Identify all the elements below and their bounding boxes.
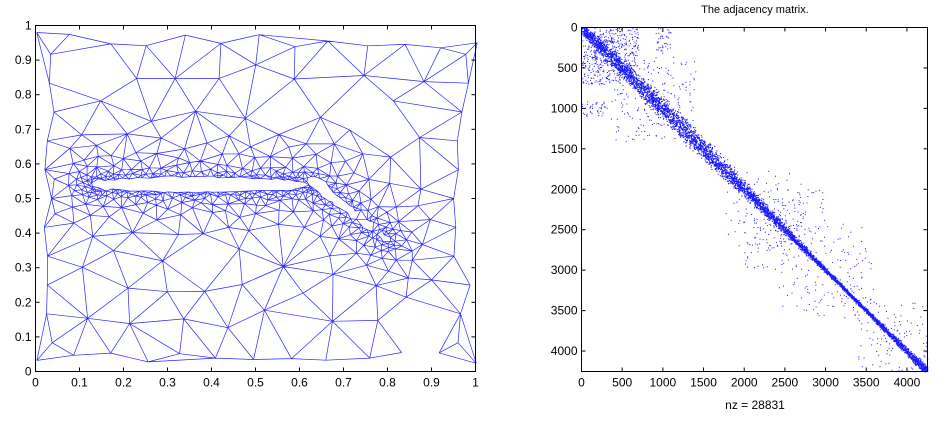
mesh-edge-path xyxy=(36,32,478,364)
y-tick-label: 0.3 xyxy=(15,261,32,275)
mesh-plot: 0 0.1 0.2 0.3 0.4 0.5 0.6 0.7 0.8 0.9 1 0 0.1 0.2 0.3… xyxy=(15,19,479,390)
y-tick-label: 0.1 xyxy=(15,330,32,344)
x-tick-label: 0.5 xyxy=(247,376,264,390)
y-tick-label: 3500 xyxy=(551,304,578,318)
x-tick-label: 0.7 xyxy=(335,376,352,390)
x-tick-label: 0.9 xyxy=(423,376,440,390)
y-tick-label: 3000 xyxy=(551,263,578,277)
x-tick-label: 0.3 xyxy=(159,376,176,390)
adjacency-x-axis: 0 500 1000 1500 2000 2500 3000 3500 4000 xyxy=(578,27,921,390)
nonzero-markers xyxy=(581,27,929,373)
adjacency-plot: The adjacency matrix. 0 500 1000 1500 2000 25… xyxy=(551,4,929,412)
y-tick-label: 0.4 xyxy=(15,226,32,240)
y-tick-label: 1000 xyxy=(551,101,578,115)
y-tick-label: 0.9 xyxy=(15,53,32,67)
x-tick-label: 0 xyxy=(32,376,39,390)
y-tick-label: 1500 xyxy=(551,142,578,156)
y-tick-label: 0.6 xyxy=(15,157,32,171)
y-tick-label: 500 xyxy=(557,61,577,75)
x-tick-label: 0.1 xyxy=(71,376,88,390)
adjacency-title: The adjacency matrix. xyxy=(701,4,809,16)
sparsity-pattern xyxy=(581,27,929,373)
x-tick-label: 0 xyxy=(578,376,585,390)
y-tick-label: 2000 xyxy=(551,182,578,196)
mesh-y-axis: 0 0.1 0.2 0.3 0.4 0.5 0.6 0.7 0.8 0.9 1 xyxy=(15,19,476,379)
y-tick-label: 0 xyxy=(571,21,578,35)
y-tick-label: 0.7 xyxy=(15,122,32,136)
y-tick-label: 0.5 xyxy=(15,192,32,206)
mesh-x-axis: 0 0.1 0.2 0.3 0.4 0.5 0.6 0.7 0.8 0.9 1 xyxy=(32,25,479,390)
adjacency-plot-frame xyxy=(581,27,928,372)
x-tick-label: 0.8 xyxy=(379,376,396,390)
x-tick-label: 4000 xyxy=(894,376,921,390)
mesh-edges xyxy=(36,32,478,364)
x-tick-label: 1000 xyxy=(650,376,677,390)
x-tick-label: 3500 xyxy=(853,376,880,390)
y-tick-label: 0 xyxy=(25,365,32,379)
y-tick-label: 4000 xyxy=(551,344,578,358)
y-tick-label: 1 xyxy=(25,19,32,33)
y-tick-label: 2500 xyxy=(551,223,578,237)
y-tick-label: 0.8 xyxy=(15,88,32,102)
x-tick-label: 2500 xyxy=(772,376,799,390)
x-tick-label: 1500 xyxy=(690,376,717,390)
x-tick-label: 500 xyxy=(612,376,632,390)
adjacency-y-axis: 0 500 1000 1500 2000 2500 3000 3500 4000 xyxy=(551,21,928,358)
x-tick-label: 3000 xyxy=(812,376,839,390)
x-tick-label: 0.6 xyxy=(291,376,308,390)
adjacency-xlabel: nz = 28831 xyxy=(725,398,785,412)
x-tick-label: 0.4 xyxy=(203,376,220,390)
x-tick-label: 1 xyxy=(472,376,479,390)
x-tick-label: 0.2 xyxy=(115,376,132,390)
y-tick-label: 0.2 xyxy=(15,295,32,309)
x-tick-label: 2000 xyxy=(731,376,758,390)
